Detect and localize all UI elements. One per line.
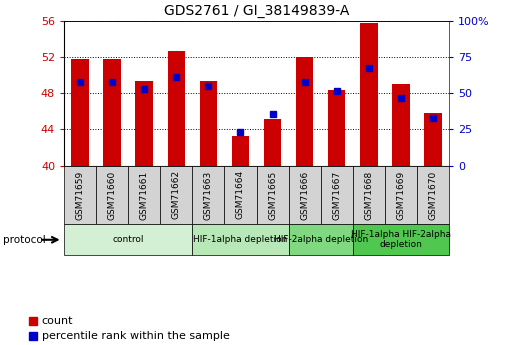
Text: HIF-1alpha depletion: HIF-1alpha depletion xyxy=(193,235,288,244)
Bar xyxy=(385,166,417,224)
Text: GSM71669: GSM71669 xyxy=(396,170,405,219)
Bar xyxy=(135,81,153,166)
Bar xyxy=(71,59,89,166)
Bar xyxy=(192,166,225,224)
Bar xyxy=(168,51,185,166)
Text: HIF-2alpha depletion: HIF-2alpha depletion xyxy=(273,235,368,244)
Text: count: count xyxy=(42,316,73,326)
Text: GSM71666: GSM71666 xyxy=(300,170,309,219)
Text: HIF-1alpha HIF-2alpha
depletion: HIF-1alpha HIF-2alpha depletion xyxy=(351,230,451,249)
Text: GSM71663: GSM71663 xyxy=(204,170,213,219)
Text: GSM71667: GSM71667 xyxy=(332,170,341,219)
Bar xyxy=(288,224,353,255)
Text: percentile rank within the sample: percentile rank within the sample xyxy=(42,331,230,341)
Bar xyxy=(96,166,128,224)
Text: GSM71664: GSM71664 xyxy=(236,170,245,219)
Bar xyxy=(128,166,160,224)
Bar xyxy=(321,166,353,224)
Text: GSM71670: GSM71670 xyxy=(428,170,438,219)
Bar xyxy=(424,113,442,166)
Bar xyxy=(232,136,249,166)
Text: protocol: protocol xyxy=(3,235,45,245)
Bar xyxy=(104,59,121,166)
Text: GSM71661: GSM71661 xyxy=(140,170,149,219)
Text: GSM71659: GSM71659 xyxy=(75,170,85,219)
Bar xyxy=(192,224,288,255)
Bar xyxy=(353,166,385,224)
Bar xyxy=(64,224,192,255)
Bar xyxy=(200,81,217,166)
Bar xyxy=(328,90,345,166)
Bar xyxy=(225,166,256,224)
Bar xyxy=(296,57,313,166)
Bar xyxy=(64,166,96,224)
Bar xyxy=(360,22,378,166)
Text: GSM71660: GSM71660 xyxy=(108,170,117,219)
Bar xyxy=(160,166,192,224)
Title: GDS2761 / GI_38149839-A: GDS2761 / GI_38149839-A xyxy=(164,4,349,18)
Bar xyxy=(353,224,449,255)
Bar xyxy=(264,119,281,166)
Text: GSM71665: GSM71665 xyxy=(268,170,277,219)
Text: GSM71668: GSM71668 xyxy=(364,170,373,219)
Bar xyxy=(256,166,288,224)
Bar xyxy=(417,166,449,224)
Bar xyxy=(288,166,321,224)
Bar xyxy=(392,84,409,166)
Text: control: control xyxy=(112,235,144,244)
Text: GSM71662: GSM71662 xyxy=(172,170,181,219)
